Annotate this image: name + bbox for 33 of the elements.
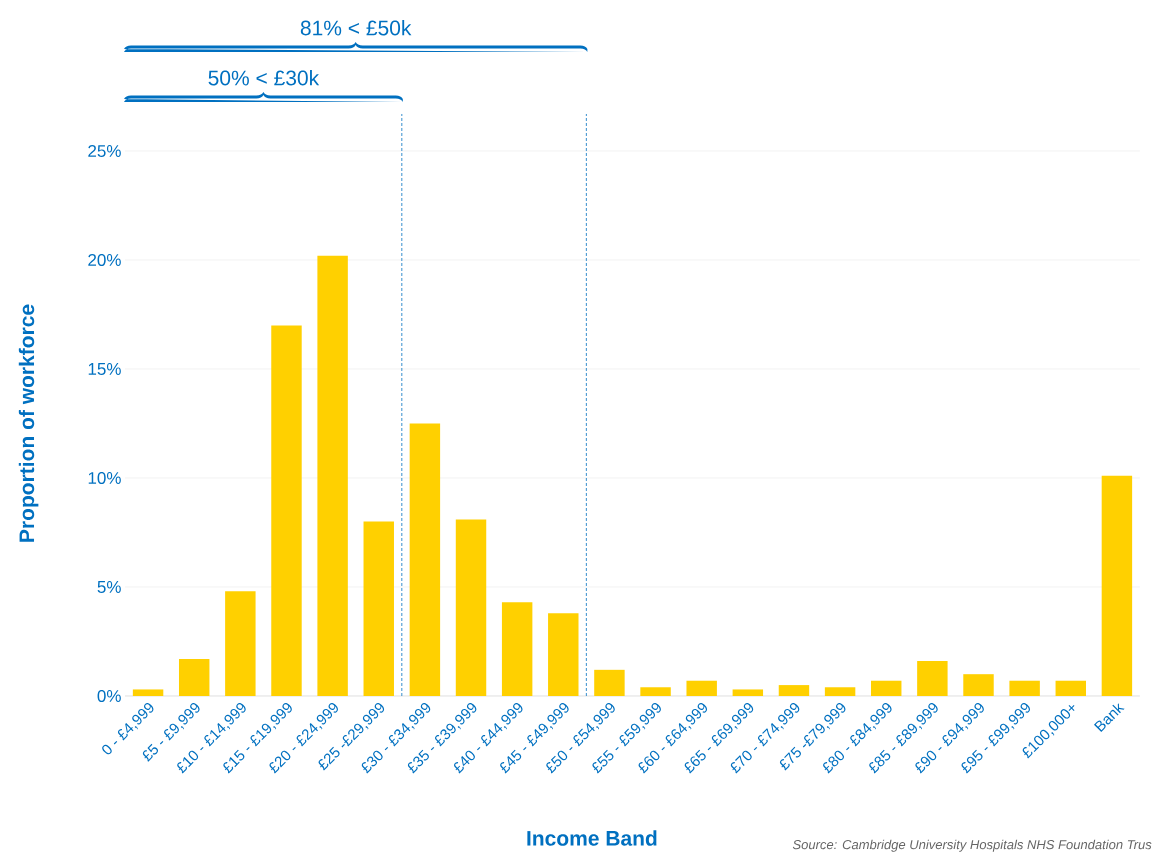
bar xyxy=(732,689,764,696)
y-axis-title: Proportion of workforce xyxy=(18,304,39,542)
y-tick-label: 20% xyxy=(88,253,121,267)
source-note: Source: Cambridge University Hospitals NHS Foundation Trus xyxy=(792,839,1152,852)
y-tick-label: 15% xyxy=(88,363,121,375)
bar xyxy=(963,674,994,696)
bar xyxy=(778,685,810,696)
text: 81% < £50k xyxy=(300,20,412,36)
bar xyxy=(225,591,256,696)
bar xyxy=(271,325,302,696)
bar xyxy=(178,658,210,696)
bar xyxy=(686,680,717,696)
bar xyxy=(501,602,533,696)
text: 50% < £30k xyxy=(208,70,320,86)
bar xyxy=(1055,680,1086,696)
bar xyxy=(548,613,579,696)
bar xyxy=(917,661,948,696)
bar xyxy=(409,423,441,696)
y-tick-label: 25% xyxy=(88,144,121,158)
bar xyxy=(824,687,856,696)
bar xyxy=(363,521,394,696)
bar xyxy=(594,669,625,696)
y-tick-label: 5% xyxy=(97,581,121,593)
bar xyxy=(640,687,671,696)
bar xyxy=(455,519,487,696)
bar xyxy=(871,680,902,696)
bar xyxy=(132,689,164,696)
bar xyxy=(1101,475,1133,696)
y-tick-label: 0% xyxy=(97,689,121,703)
bar xyxy=(317,255,348,696)
y-tick-label: 10% xyxy=(88,471,121,485)
x-axis-title: Income Band xyxy=(527,830,657,846)
bar xyxy=(1009,680,1040,696)
